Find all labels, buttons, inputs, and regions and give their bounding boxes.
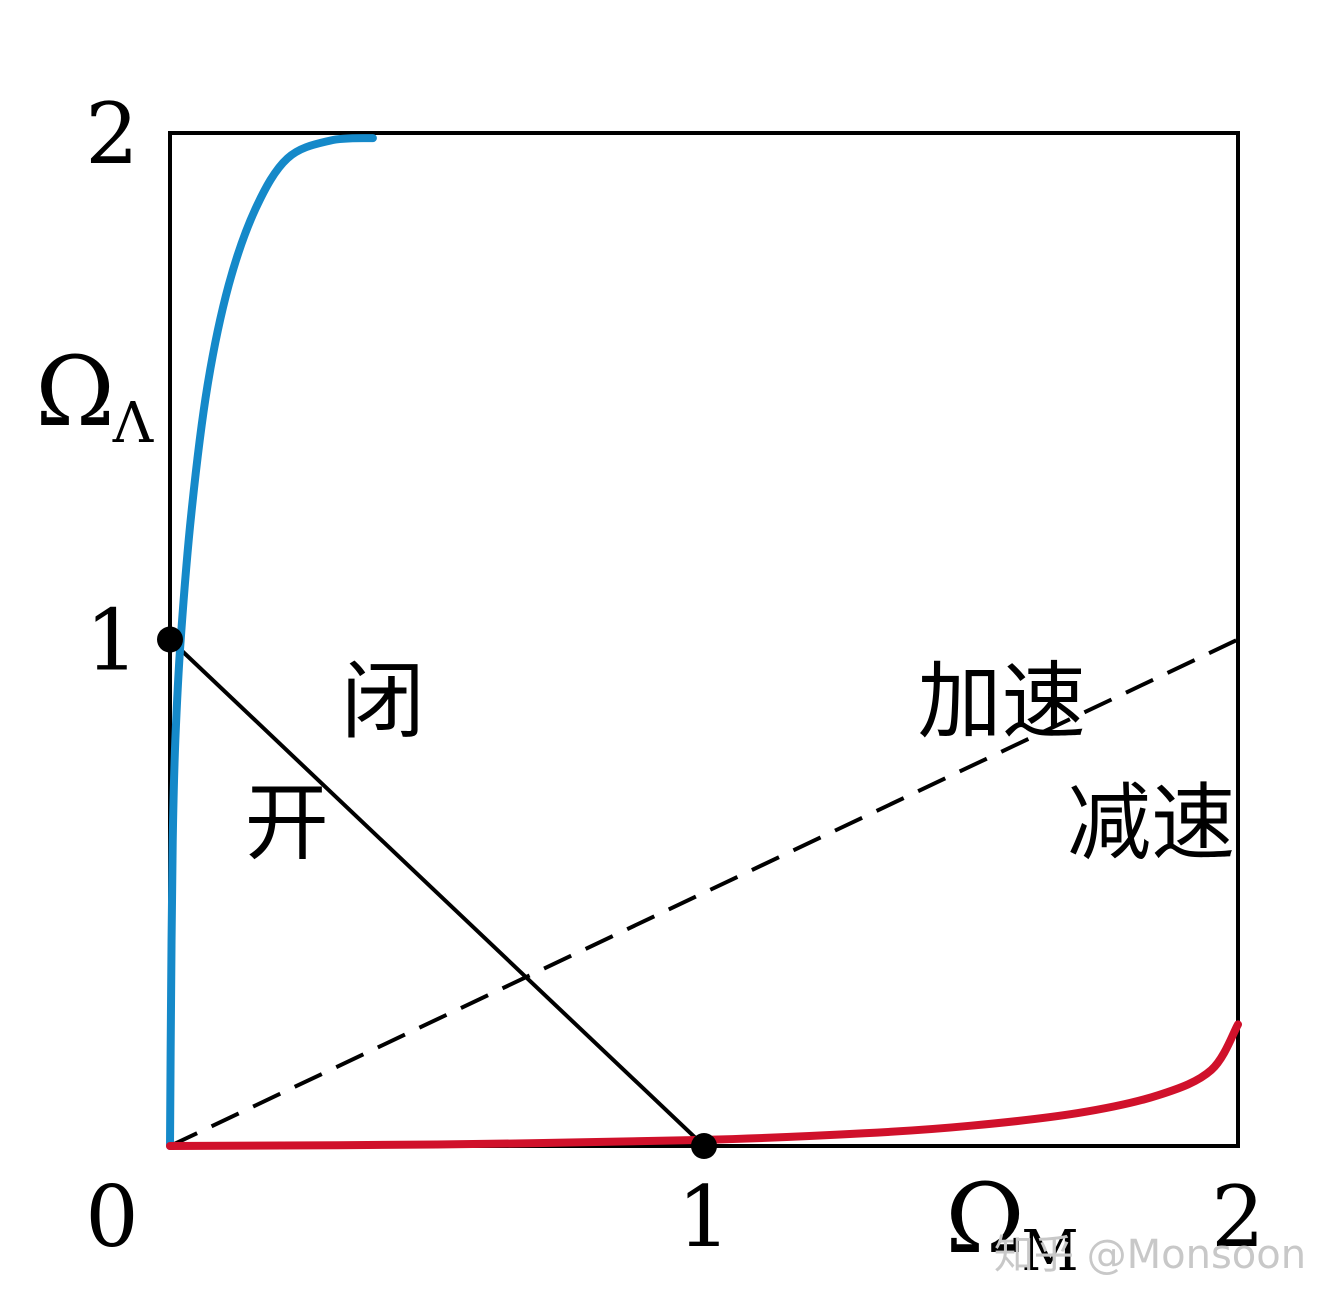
data-point xyxy=(691,1133,717,1159)
dashed-line xyxy=(169,637,1239,1148)
region-label: 闭 xyxy=(341,652,425,750)
x-tick-label: 2 xyxy=(1211,1168,1264,1266)
y-axis-label-sub: Λ xyxy=(112,391,154,456)
red-curve xyxy=(166,1020,1242,1150)
blue-curve xyxy=(166,134,377,1150)
plot-frame xyxy=(168,131,1240,1148)
region-label: 减速 xyxy=(1067,774,1235,872)
x-tick-label: 0 xyxy=(85,1168,138,1266)
y-tick-label: 1 xyxy=(85,592,138,690)
x-tick-label: 1 xyxy=(677,1168,730,1266)
region-label: 加速 xyxy=(918,652,1086,750)
x-axis-label: Ω xyxy=(945,1163,1025,1275)
y-axis-label: Ω xyxy=(35,336,115,448)
y-tick-label: 2 xyxy=(85,85,138,183)
plot-area xyxy=(157,131,1242,1159)
watermark: 知乎 @Monsoon xyxy=(994,1232,1306,1278)
data-point xyxy=(157,626,183,653)
solid-line xyxy=(168,638,706,1148)
region-label: 开 xyxy=(245,774,329,872)
x-axis-label-sub: M xyxy=(1021,1219,1078,1284)
